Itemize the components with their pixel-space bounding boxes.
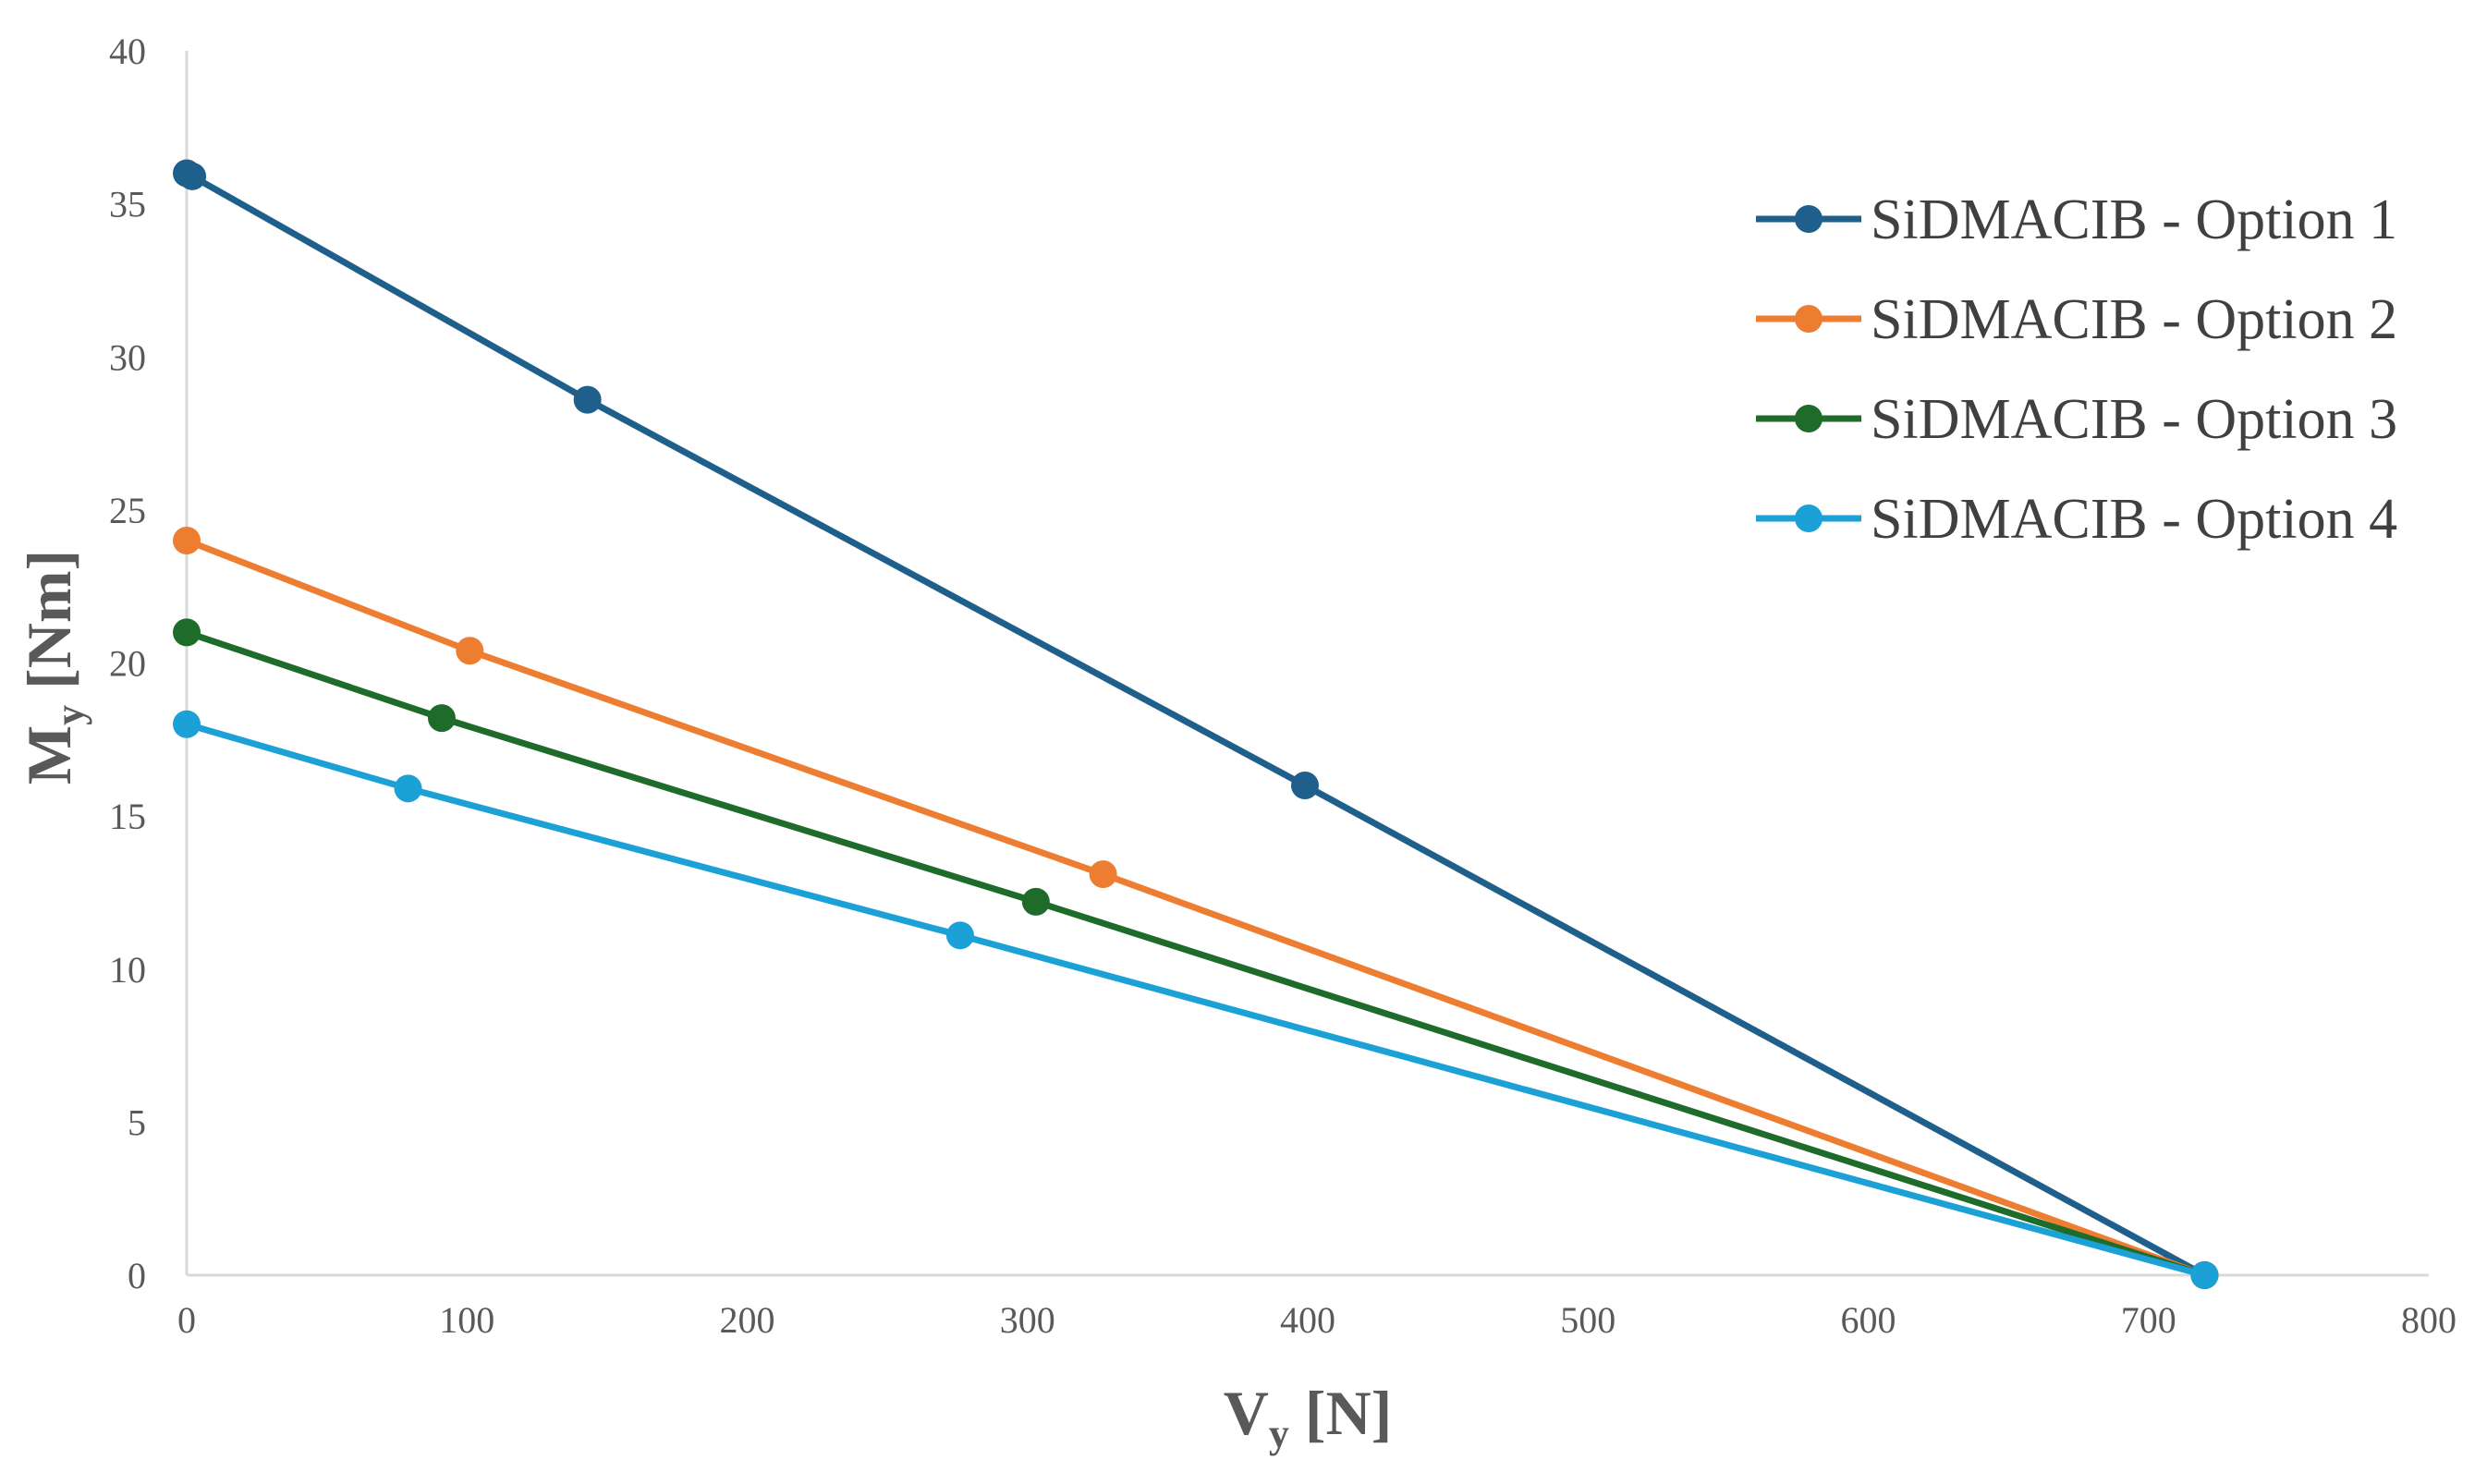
legend-item: SiDMACIB - Option 1 [1756, 189, 2397, 251]
x-axis-title-sub: y [1269, 1411, 1289, 1456]
y-tick-label: 40 [109, 30, 146, 72]
data-point [178, 162, 207, 190]
series-line [185, 537, 2206, 1279]
y-tick-label: 5 [128, 1101, 146, 1143]
legend-swatch-marker [1795, 505, 1823, 532]
x-tick-label: 700 [2121, 1299, 2176, 1341]
legend-label: SiDMACIB - Option 3 [1871, 388, 2397, 451]
legend-item: SiDMACIB - Option 4 [1756, 488, 2397, 551]
y-tick-label: 30 [109, 336, 146, 378]
y-tick-label: 0 [128, 1255, 146, 1296]
x-tick-label: 500 [1560, 1299, 1615, 1341]
legend: SiDMACIB - Option 1 SiDMACIB - Option 2 Si… [1756, 189, 2397, 551]
data-point [573, 385, 602, 414]
y-tick-label: 10 [109, 949, 146, 991]
legend-label: SiDMACIB - Option 4 [1871, 488, 2397, 551]
y-axis-title-unit: [Nm] [14, 550, 84, 705]
data-point [1021, 887, 1050, 916]
data-point [173, 527, 201, 554]
y-tick-label: 15 [109, 796, 146, 837]
data-point [1089, 860, 1117, 889]
x-tick-label: 800 [2401, 1299, 2457, 1341]
y-tick-label: 20 [109, 643, 146, 685]
series-line [186, 721, 2206, 1279]
y-axis-title-main: M [14, 725, 84, 785]
x-axis-title-unit: [N] [1289, 1378, 1392, 1448]
y-axis-title-sub: y [47, 705, 92, 725]
legend-item: SiDMACIB - Option 2 [1756, 288, 2397, 351]
x-axis-title-main: V [1224, 1378, 1269, 1448]
x-tick-label: 0 [177, 1299, 196, 1341]
x-tick-label: 400 [1280, 1299, 1335, 1341]
series-2 [173, 527, 2219, 1289]
legend-swatch-marker [1795, 205, 1823, 233]
data-point [456, 637, 484, 665]
legend-label: SiDMACIB - Option 2 [1871, 288, 2397, 351]
x-tick-label: 100 [439, 1299, 494, 1341]
data-point [1290, 772, 1319, 799]
series-layer [173, 159, 2219, 1289]
legend-label: SiDMACIB - Option 1 [1871, 189, 2397, 251]
series-4 [173, 710, 2219, 1289]
series-line [185, 629, 2206, 1279]
x-axis-title: Vy [N] [1224, 1378, 1393, 1456]
data-point [173, 618, 201, 647]
x-tick-label: 300 [1000, 1299, 1055, 1341]
axes [185, 51, 2429, 1277]
legend-swatch-marker [1795, 305, 1823, 333]
x-tick-labels: 0 100 200 300 400 500 600 700 800 [177, 1299, 2457, 1341]
legend-item: SiDMACIB - Option 3 [1756, 388, 2397, 451]
series-3 [173, 618, 2219, 1289]
y-tick-label: 35 [109, 184, 146, 225]
x-tick-label: 600 [1841, 1299, 1896, 1341]
y-tick-label: 25 [109, 490, 146, 531]
legend-swatch-marker [1795, 405, 1823, 432]
y-tick-labels: 0 5 10 15 20 25 30 35 40 [109, 30, 146, 1296]
data-point [394, 774, 422, 803]
y-axis-title: My [Nm] [14, 550, 92, 785]
data-point [945, 921, 974, 950]
data-point [427, 704, 456, 733]
data-point [2190, 1261, 2219, 1289]
data-point [173, 710, 201, 738]
x-tick-label: 200 [720, 1299, 775, 1341]
